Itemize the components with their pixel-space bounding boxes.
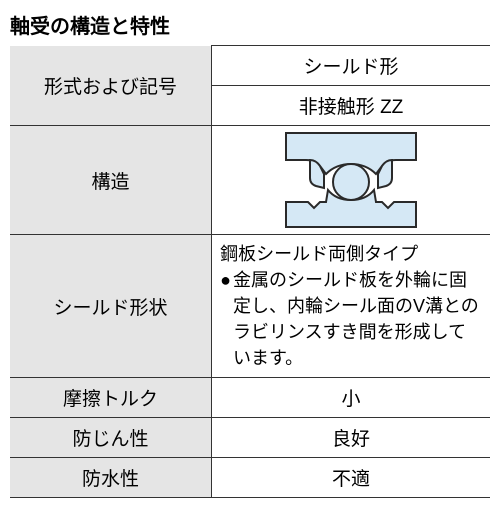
shield-desc-bullet-line: ● 金属のシールド板を外輪に固定し、内輪シール面のV溝とのラビリンスすき間を形成… — [220, 267, 482, 371]
label-structure: 構造 — [10, 126, 212, 235]
table-row: 構造 — [10, 126, 490, 235]
value-dust: 良好 — [212, 418, 490, 458]
shield-desc-line1: 鋼板シールド両側タイプ — [220, 241, 482, 267]
table-row: 摩擦トルク 小 — [10, 378, 490, 418]
label-format-symbol: 形式および記号 — [10, 46, 212, 126]
bearing-cross-section-icon — [276, 130, 426, 230]
table-row: 形式および記号 シールド形 — [10, 46, 490, 86]
value-friction: 小 — [212, 378, 490, 418]
table-row: 防じん性 良好 — [10, 418, 490, 458]
value-shield-shape: 鋼板シールド両側タイプ ● 金属のシールド板を外輪に固定し、内輪シール面のV溝と… — [212, 235, 490, 378]
value-shield-type: シールド形 — [212, 46, 490, 86]
value-noncontact-zz: 非接触形 ZZ — [212, 86, 490, 126]
spec-table: 形式および記号 シールド形 非接触形 ZZ 構造 シールド形状 鋼板シールド両側… — [10, 45, 490, 498]
page-title: 軸受の構造と特性 — [10, 10, 490, 39]
structure-diagram-cell — [212, 126, 490, 235]
value-water: 不適 — [212, 458, 490, 498]
label-dust: 防じん性 — [10, 418, 212, 458]
bullet-icon: ● — [220, 267, 231, 371]
shield-desc-bullet-text: 金属のシールド板を外輪に固定し、内輪シール面のV溝とのラビリンスすき間を形成して… — [233, 267, 482, 371]
table-row: シールド形状 鋼板シールド両側タイプ ● 金属のシールド板を外輪に固定し、内輪シ… — [10, 235, 490, 378]
table-row: 防水性 不適 — [10, 458, 490, 498]
label-water: 防水性 — [10, 458, 212, 498]
label-shield-shape: シールド形状 — [10, 235, 212, 378]
label-friction: 摩擦トルク — [10, 378, 212, 418]
